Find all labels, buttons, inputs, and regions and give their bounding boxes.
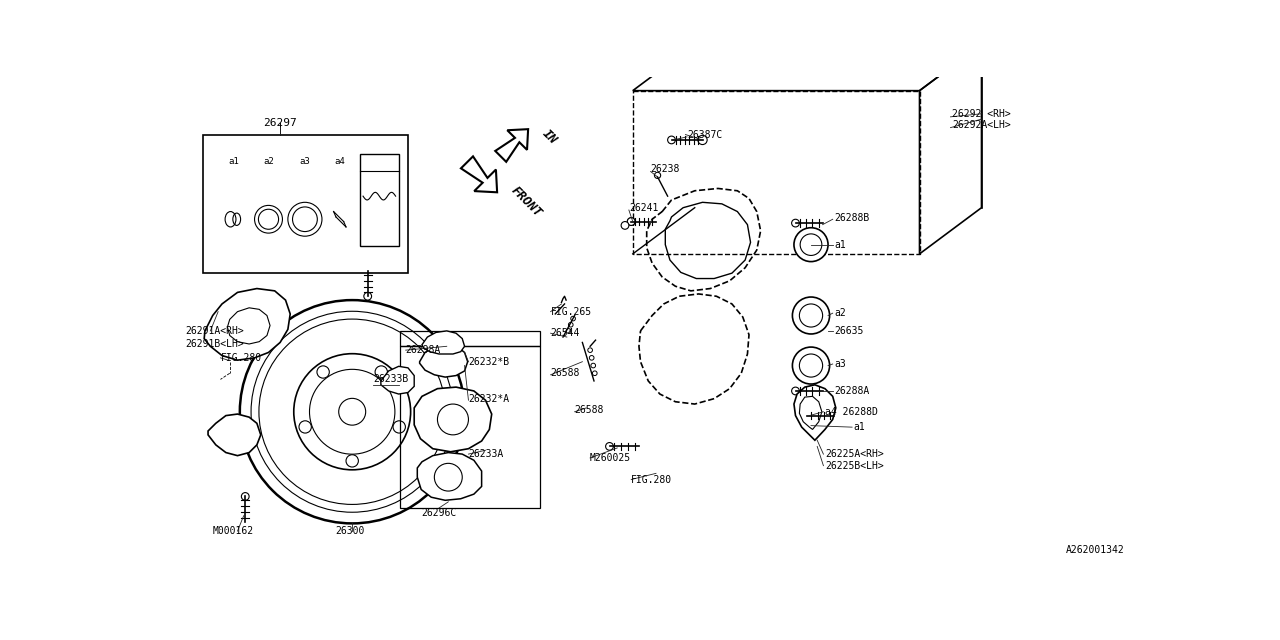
Text: M000162: M000162: [212, 526, 255, 536]
Polygon shape: [209, 414, 261, 456]
Polygon shape: [381, 366, 415, 394]
Polygon shape: [800, 396, 822, 429]
Text: a4 26288D: a4 26288D: [824, 407, 878, 417]
Polygon shape: [415, 387, 492, 452]
Text: IN: IN: [540, 127, 559, 147]
Polygon shape: [422, 331, 465, 354]
Polygon shape: [417, 452, 481, 500]
Text: 26291A<RH>: 26291A<RH>: [186, 326, 244, 336]
Circle shape: [792, 347, 829, 384]
Text: a3: a3: [835, 359, 846, 369]
Circle shape: [242, 493, 250, 500]
Circle shape: [668, 136, 676, 144]
Circle shape: [621, 221, 628, 229]
Circle shape: [300, 420, 311, 433]
Text: 26233B: 26233B: [374, 374, 408, 385]
Text: A262001342: A262001342: [1066, 545, 1125, 556]
Text: FIG.265: FIG.265: [550, 307, 591, 317]
Polygon shape: [205, 289, 291, 360]
Bar: [202, 134, 408, 273]
Text: a3: a3: [300, 157, 310, 166]
Text: a1: a1: [835, 239, 846, 250]
Polygon shape: [794, 385, 836, 440]
Circle shape: [794, 228, 828, 262]
Text: 26241: 26241: [628, 203, 658, 212]
Circle shape: [438, 404, 468, 435]
Circle shape: [791, 220, 800, 227]
Text: 26292 <RH>: 26292 <RH>: [952, 109, 1011, 119]
Circle shape: [239, 300, 465, 524]
Text: 26288A: 26288A: [835, 386, 869, 396]
Circle shape: [294, 354, 411, 470]
Text: a2: a2: [835, 308, 846, 318]
Polygon shape: [420, 344, 467, 377]
Circle shape: [568, 323, 573, 327]
Text: 26292A<LH>: 26292A<LH>: [952, 120, 1011, 131]
Text: 26544: 26544: [550, 328, 580, 338]
Circle shape: [804, 412, 812, 419]
Bar: [401, 346, 540, 508]
Circle shape: [317, 366, 329, 378]
Text: a1: a1: [228, 157, 239, 166]
Circle shape: [627, 218, 635, 225]
Circle shape: [364, 292, 371, 300]
Circle shape: [698, 135, 707, 145]
Text: FRONT: FRONT: [508, 184, 544, 220]
Circle shape: [434, 463, 462, 491]
Circle shape: [654, 172, 660, 179]
Text: a4: a4: [334, 157, 346, 166]
Circle shape: [588, 348, 593, 353]
Circle shape: [605, 442, 613, 451]
Circle shape: [566, 328, 571, 333]
Circle shape: [310, 369, 396, 454]
Circle shape: [589, 356, 594, 360]
Polygon shape: [228, 308, 270, 344]
Circle shape: [791, 387, 800, 395]
Circle shape: [393, 420, 406, 433]
Bar: [360, 154, 398, 246]
Circle shape: [792, 297, 829, 334]
Text: FIG.280: FIG.280: [631, 474, 672, 484]
Circle shape: [571, 316, 576, 321]
Text: 26225A<RH>: 26225A<RH>: [824, 449, 883, 459]
Text: 26232*B: 26232*B: [468, 356, 509, 367]
Circle shape: [591, 364, 595, 368]
Text: 26588: 26588: [575, 405, 604, 415]
Text: 26232*A: 26232*A: [468, 394, 509, 404]
Circle shape: [339, 398, 366, 425]
Circle shape: [627, 218, 635, 225]
Text: 26288B: 26288B: [835, 212, 869, 223]
Text: 26300: 26300: [335, 526, 365, 536]
Text: 26588: 26588: [550, 368, 580, 378]
Circle shape: [346, 455, 358, 467]
Text: 26233A: 26233A: [468, 449, 504, 459]
Text: 26291B<LH>: 26291B<LH>: [186, 339, 244, 349]
Circle shape: [375, 366, 388, 378]
Polygon shape: [495, 129, 529, 162]
Text: 26298A: 26298A: [406, 345, 440, 355]
Text: FIG.280: FIG.280: [220, 353, 261, 363]
Circle shape: [593, 371, 596, 376]
Text: 26225B<LH>: 26225B<LH>: [824, 461, 883, 470]
Text: 26387C: 26387C: [687, 129, 722, 140]
Text: M260025: M260025: [590, 453, 631, 463]
Text: a2: a2: [264, 157, 274, 166]
Text: 26296C: 26296C: [421, 508, 457, 518]
Text: a1: a1: [854, 422, 865, 432]
Text: 26238: 26238: [650, 164, 680, 174]
Text: 26635: 26635: [835, 326, 864, 336]
Polygon shape: [461, 156, 497, 192]
Bar: [401, 331, 540, 346]
Text: 26297: 26297: [264, 118, 297, 128]
